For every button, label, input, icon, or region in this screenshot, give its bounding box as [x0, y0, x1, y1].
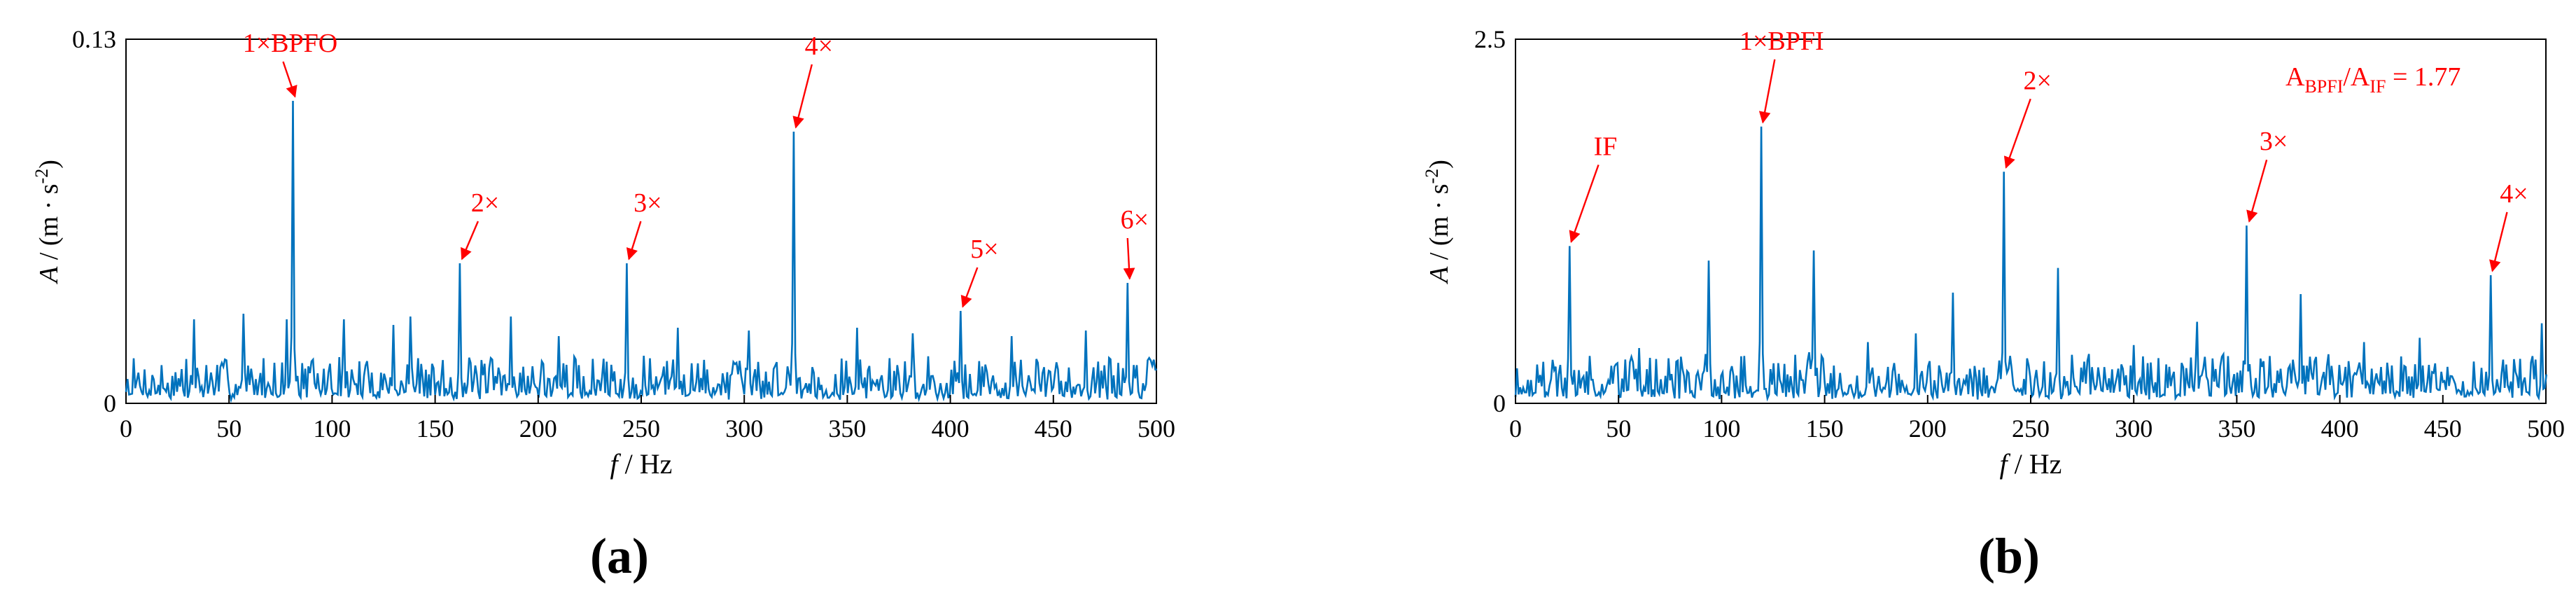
x-tick-label: 200 — [519, 415, 557, 443]
spectrum-line-a — [125, 100, 1157, 403]
peak-label: 3× — [634, 188, 662, 218]
x-tick-label: 0 — [120, 415, 132, 443]
panel-label-b: (b) — [1978, 528, 2040, 584]
x-axis-label-b: f / Hz — [2000, 448, 2062, 480]
peak-arrow — [2489, 211, 2508, 272]
x-tick-label: 400 — [932, 415, 969, 443]
spectrum-line-b — [1514, 126, 2547, 402]
peak-arrow — [2246, 159, 2268, 223]
y-ticks-b: 02.5 — [1474, 25, 1524, 417]
y-tick-label: 0 — [104, 389, 116, 417]
peak-arrow — [2003, 98, 2031, 169]
chart-a: 0 50 100 150 200 250 300 350 400 450 500 00.13 1×B… — [31, 25, 1175, 584]
y-ticks-a: 00.13 — [72, 25, 134, 417]
amplitude-ratio-annotation: ABPFI/AIF = 1.77 — [2286, 62, 2460, 97]
x-tick-label: 450 — [2424, 415, 2462, 443]
x-tick-label: 100 — [313, 415, 351, 443]
peak-arrow — [792, 64, 813, 129]
x-tick-label: 300 — [725, 415, 763, 443]
peak-label: 1×BPFI — [1740, 27, 1824, 56]
y-tick-label: 2.5 — [1474, 25, 1506, 53]
x-tick-label: 350 — [828, 415, 866, 443]
x-tick-label: 50 — [216, 415, 241, 443]
x-tick-label: 0 — [1509, 415, 1522, 443]
y-tick-label: 0.13 — [72, 25, 116, 53]
x-ticks-a: 0 50 100 150 200 250 300 350 400 450 500 — [120, 395, 1175, 443]
peak-annotations-a: 1×BPFO 2× 3× 4× 5× 6× — [243, 29, 1149, 308]
x-tick-label: 250 — [2012, 415, 2050, 443]
x-tick-label: 150 — [1806, 415, 1844, 443]
peak-label: 6× — [1121, 205, 1149, 235]
peak-label: IF — [1594, 132, 1618, 161]
x-tick-label: 100 — [1702, 415, 1740, 443]
peak-arrow — [461, 221, 479, 260]
peak-label: 4× — [2500, 179, 2528, 209]
y-axis-label-b: A / (m · s-2) — [1422, 160, 1454, 285]
x-tick-label: 450 — [1035, 415, 1072, 443]
x-tick-label: 500 — [1138, 415, 1175, 443]
x-tick-label: 150 — [416, 415, 454, 443]
axes-box-a — [125, 39, 1157, 404]
x-tick-label: 500 — [2527, 415, 2565, 443]
peak-label: 5× — [970, 235, 998, 264]
x-tick-label: 350 — [2218, 415, 2255, 443]
peak-label: 3× — [2260, 127, 2288, 156]
x-tick-label: 200 — [1909, 415, 1947, 443]
peak-label: 2× — [471, 188, 499, 218]
x-tick-label: 50 — [1606, 415, 1631, 443]
x-tick-label: 300 — [2115, 415, 2152, 443]
chart-b: 0 50 100 150 200 250 300 350 400 450 500 02.5 IF1×… — [1422, 25, 2565, 584]
peak-arrow — [282, 61, 298, 98]
peak-annotations-b: IF 1×BPFI 2× 3× 4× — [1569, 27, 2528, 272]
peak-arrow — [1569, 164, 1600, 243]
peak-label: 1×BPFO — [243, 29, 338, 58]
y-axis-label-a: A / (m · s-2) — [31, 160, 64, 285]
peak-arrow — [626, 221, 642, 260]
x-ticks-b: 0 50 100 150 200 250 300 350 400 450 500 — [1509, 395, 2565, 443]
peak-label: 4× — [805, 32, 833, 61]
peak-arrow — [1123, 237, 1135, 280]
peak-label: 2× — [2024, 66, 2052, 95]
panel-label-a: (a) — [590, 528, 649, 584]
x-tick-label: 400 — [2321, 415, 2359, 443]
x-axis-label-a: f / Hz — [610, 448, 673, 480]
x-tick-label: 250 — [622, 415, 660, 443]
peak-arrow — [1758, 59, 1776, 124]
peak-arrow — [960, 267, 979, 308]
y-tick-label: 0 — [1493, 389, 1506, 417]
